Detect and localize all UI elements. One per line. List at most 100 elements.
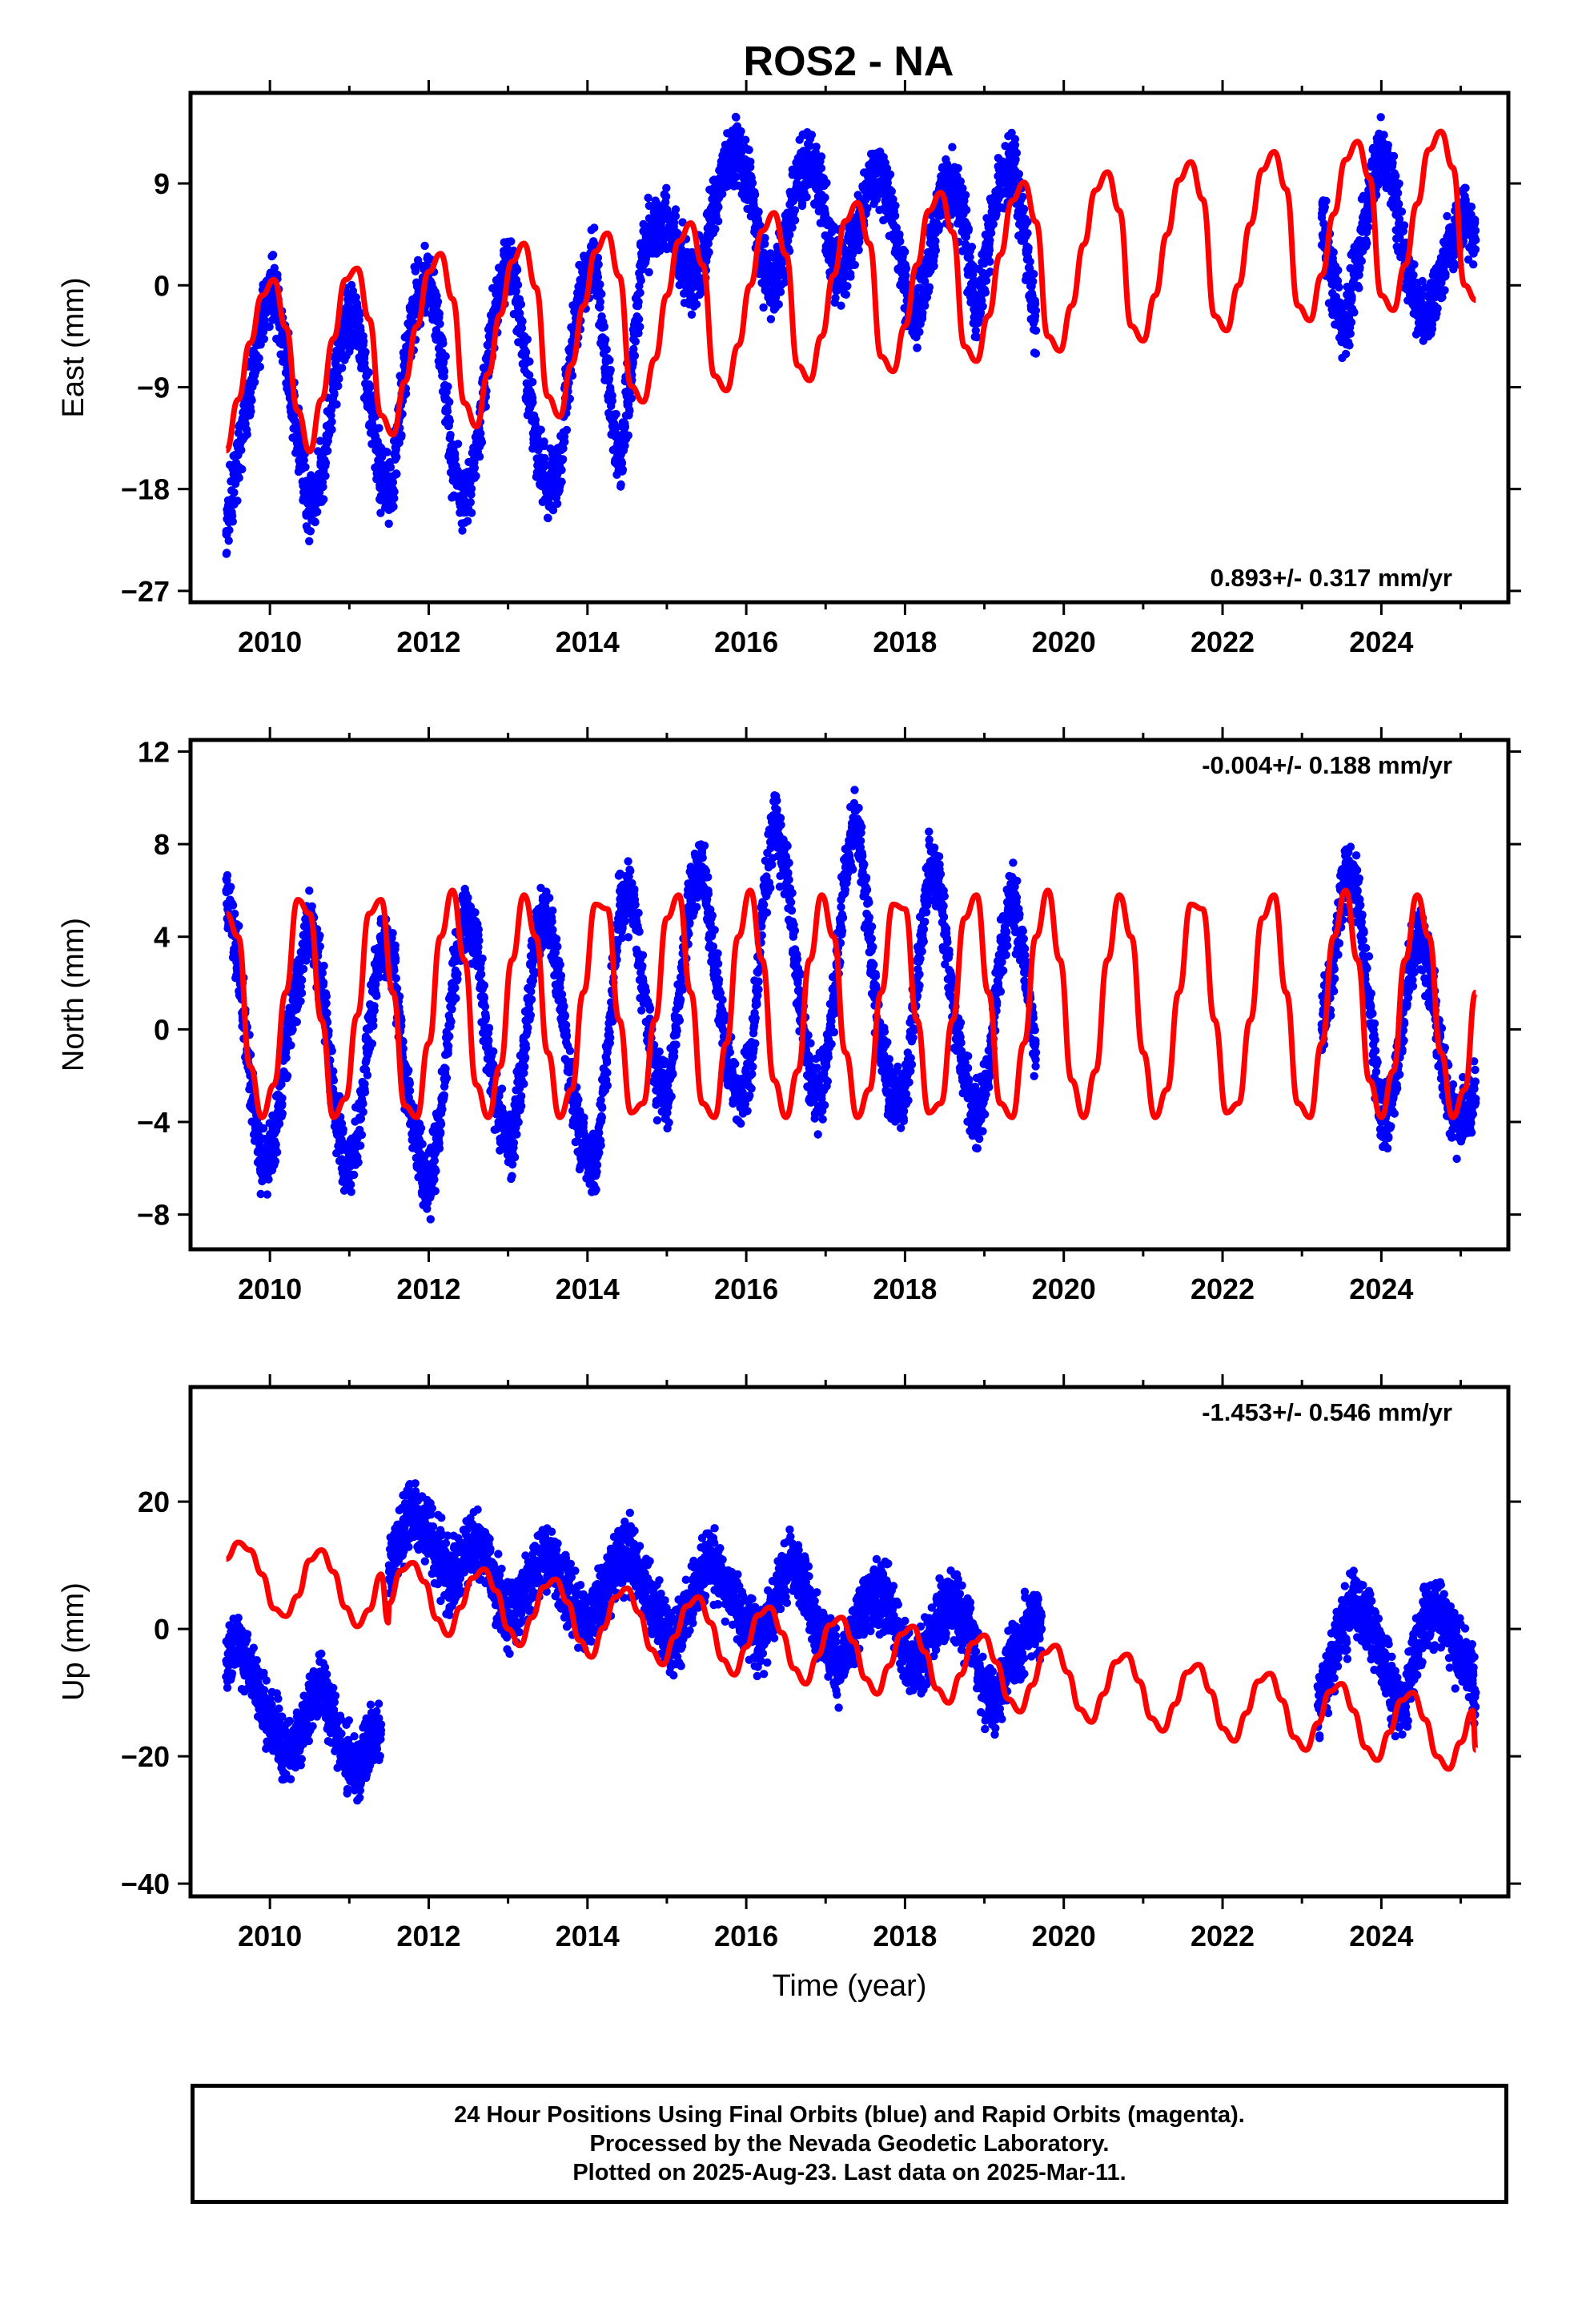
east-point	[270, 263, 279, 272]
east-point	[1409, 271, 1418, 279]
east-point	[625, 407, 634, 416]
east-y-tick-label: 0	[154, 269, 170, 302]
east-point	[1355, 283, 1363, 292]
east-point	[948, 143, 957, 151]
east-point	[321, 458, 331, 468]
east-point	[644, 193, 652, 203]
east-point	[596, 297, 604, 307]
east-point	[711, 224, 720, 234]
east-point	[532, 439, 540, 448]
east-point	[913, 344, 921, 352]
east-point	[1329, 247, 1338, 257]
east-point	[1350, 308, 1359, 317]
east-point	[793, 167, 802, 177]
east-point	[822, 179, 831, 187]
east-x-tick-label: 2020	[1032, 625, 1096, 658]
north-point	[307, 902, 316, 911]
east-point	[978, 302, 987, 311]
east-point	[605, 356, 614, 364]
east-point	[722, 156, 731, 165]
east-point	[1317, 213, 1327, 222]
east-point	[1345, 341, 1354, 350]
east-point	[364, 394, 374, 403]
east-point	[769, 281, 778, 290]
east-panel: 2010 2012 2014 2016 2018 2020 2022 2024−27−18−9…	[57, 80, 1521, 658]
east-point	[887, 187, 897, 196]
north-panel: 2010 2012 2014 2016 2018 2020 2022 2024−8−40481…	[57, 727, 1521, 1305]
east-point	[634, 315, 644, 324]
east-point	[268, 251, 278, 259]
east-point	[531, 416, 540, 424]
east-point	[1440, 286, 1449, 295]
east-point	[305, 537, 314, 545]
east-point	[314, 447, 323, 456]
east-point	[741, 135, 750, 144]
north-point	[272, 1148, 282, 1157]
east-point	[259, 335, 268, 344]
east-point	[967, 243, 977, 251]
east-point	[1391, 171, 1400, 180]
east-point	[1341, 349, 1351, 359]
east-point	[1412, 304, 1422, 312]
east-point	[812, 143, 821, 151]
east-point	[636, 276, 645, 285]
east-point	[238, 464, 247, 474]
east-point	[850, 260, 860, 269]
east-point	[388, 485, 397, 493]
east-point	[745, 179, 755, 188]
east-point	[420, 241, 429, 251]
east-point	[548, 505, 558, 515]
east-point	[636, 288, 644, 297]
east-point	[446, 430, 455, 440]
east-point	[305, 507, 314, 517]
east-point	[597, 289, 606, 299]
east-point	[536, 425, 545, 434]
east-x-tick-label: 2024	[1349, 625, 1413, 658]
east-point	[774, 300, 783, 309]
east-point	[436, 337, 445, 347]
east-point	[1397, 207, 1407, 216]
east-point	[889, 213, 897, 222]
east-y-tick-label: 9	[154, 167, 170, 200]
north-point	[278, 1094, 287, 1103]
east-point	[443, 407, 452, 416]
east-point	[341, 315, 350, 324]
east-point	[247, 407, 255, 416]
east-point	[1395, 199, 1403, 208]
east-x-tick-label: 2018	[873, 625, 937, 658]
east-point	[1031, 326, 1041, 335]
east-point	[327, 417, 336, 426]
east-point	[436, 320, 444, 328]
east-point	[299, 456, 308, 464]
east-point	[1424, 315, 1434, 324]
east-point	[807, 131, 817, 139]
time-series-figure: ROS2 - NA 2010 2012 2014 2016 2018 2020 2022 20…	[57, 38, 1521, 2003]
east-point	[390, 494, 399, 503]
east-point	[445, 397, 454, 407]
east-point	[525, 357, 534, 366]
north-point	[228, 901, 238, 910]
north-point	[264, 1175, 273, 1184]
east-point	[467, 485, 476, 493]
east-point	[223, 549, 231, 557]
east-point	[901, 264, 911, 273]
east-point	[412, 292, 421, 301]
east-point	[1376, 113, 1385, 122]
east-point	[853, 224, 862, 233]
east-point	[375, 424, 383, 432]
east-point	[593, 272, 603, 282]
east-point	[1467, 203, 1476, 211]
east-point	[805, 156, 814, 165]
east-point	[579, 269, 588, 279]
east-point	[885, 170, 895, 179]
east-y-axis-label: East (mm)	[57, 277, 90, 417]
east-point	[247, 396, 256, 405]
east-point	[1031, 349, 1041, 358]
east-point	[692, 300, 701, 309]
east-point	[234, 451, 243, 460]
east-point	[1393, 188, 1403, 198]
east-point	[843, 282, 852, 291]
north-point	[283, 1072, 292, 1080]
east-point	[1329, 281, 1339, 290]
east-point	[615, 462, 624, 471]
